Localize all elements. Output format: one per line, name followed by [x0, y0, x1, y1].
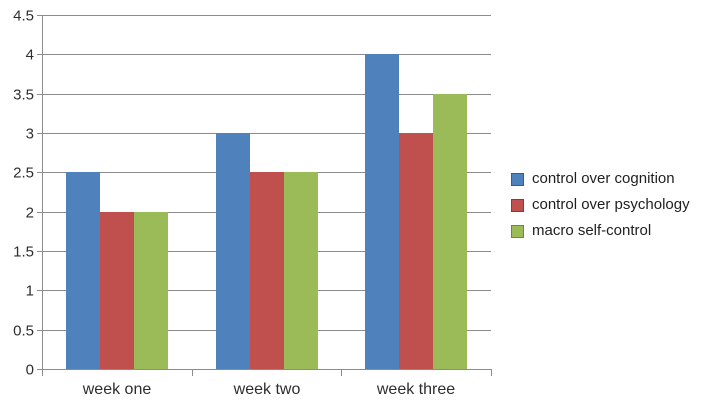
- gridline: [42, 133, 491, 134]
- legend-item: control over cognition: [511, 170, 690, 188]
- y-axis-tick: [37, 212, 42, 213]
- y-axis-tick: [37, 54, 42, 55]
- bar-control-over-psychology-week-three: [399, 133, 433, 369]
- bar-macro-self-control-week-two: [284, 172, 318, 369]
- gridline: [42, 15, 491, 16]
- bar-macro-self-control-week-one: [134, 212, 168, 369]
- legend-label: macro self-control: [532, 222, 652, 239]
- x-axis-category-label: week two: [233, 381, 301, 398]
- y-axis-tick-label: 0.5: [13, 322, 34, 340]
- y-axis-tick-label: 2.5: [13, 164, 34, 182]
- legend-item: macro self-control: [511, 222, 690, 240]
- y-axis-tick-label: 4.5: [13, 7, 34, 25]
- legend-item: control over psychology: [511, 196, 690, 214]
- y-axis-tick: [37, 172, 42, 173]
- x-axis-tick: [192, 370, 193, 376]
- y-axis-tick: [37, 94, 42, 95]
- y-axis-tick-label: 1.5: [13, 243, 34, 261]
- y-axis-tick: [37, 133, 42, 134]
- gridline: [42, 54, 491, 55]
- gridline: [42, 94, 491, 95]
- y-axis-tick: [37, 330, 42, 331]
- bar-control-over-psychology-week-one: [100, 212, 134, 369]
- x-axis-tick: [42, 370, 43, 376]
- legend: control over cognition control over psych…: [511, 170, 690, 248]
- y-axis-tick-label: 3.5: [13, 86, 34, 104]
- legend-swatch: [511, 198, 524, 212]
- y-axis-tick: [37, 290, 42, 291]
- x-axis-category-label: week three: [376, 381, 456, 398]
- legend-label: control over psychology: [532, 196, 690, 213]
- y-axis-tick: [37, 251, 42, 252]
- legend-swatch: [511, 224, 524, 238]
- y-axis-tick: [37, 15, 42, 16]
- legend-label: control over cognition: [532, 170, 675, 187]
- y-axis-tick-label: 3: [25, 125, 34, 143]
- y-axis-line: [42, 15, 43, 369]
- bar-control-over-cognition-week-two: [216, 133, 250, 369]
- y-axis-tick-label: 0: [25, 361, 34, 379]
- bar-control-over-cognition-week-one: [66, 172, 100, 369]
- x-axis-tick: [341, 370, 342, 376]
- bar-macro-self-control-week-three: [433, 94, 467, 369]
- y-axis-tick-label: 1: [25, 282, 34, 300]
- bar-control-over-cognition-week-three: [365, 54, 399, 369]
- x-axis-tick: [491, 370, 492, 376]
- bar-control-over-psychology-week-two: [250, 172, 284, 369]
- y-axis-tick-label: 4: [25, 46, 34, 64]
- y-axis-tick-label: 2: [25, 204, 34, 222]
- x-axis-category-label: week one: [82, 381, 152, 398]
- x-axis-line: [42, 369, 492, 370]
- legend-swatch: [511, 172, 524, 186]
- y-axis-tick: [37, 369, 42, 370]
